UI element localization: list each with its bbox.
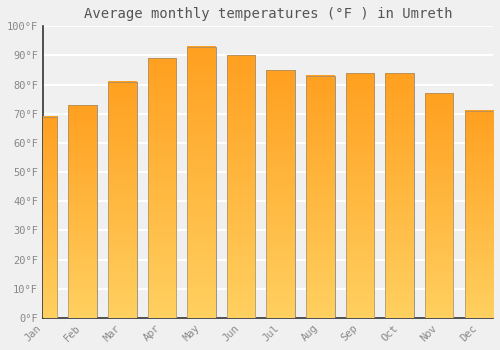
Bar [386,73,414,318]
Bar [386,73,414,318]
Bar [425,93,454,318]
Bar [148,58,176,318]
Bar [306,76,334,318]
Bar [306,76,334,318]
Bar [346,73,374,318]
Bar [108,82,136,318]
Bar [266,70,295,318]
Bar [464,111,493,318]
Bar [346,73,374,318]
Bar [108,82,136,318]
Bar [68,105,97,318]
Bar [68,105,97,318]
Bar [148,58,176,318]
Bar [227,55,256,318]
Bar [187,47,216,318]
Bar [29,117,58,318]
Bar [227,55,256,318]
Bar [187,47,216,318]
Title: Average monthly temperatures (°F ) in Umreth: Average monthly temperatures (°F ) in Um… [84,7,452,21]
Bar [425,93,454,318]
Bar [464,111,493,318]
Bar [266,70,295,318]
Bar [29,117,58,318]
